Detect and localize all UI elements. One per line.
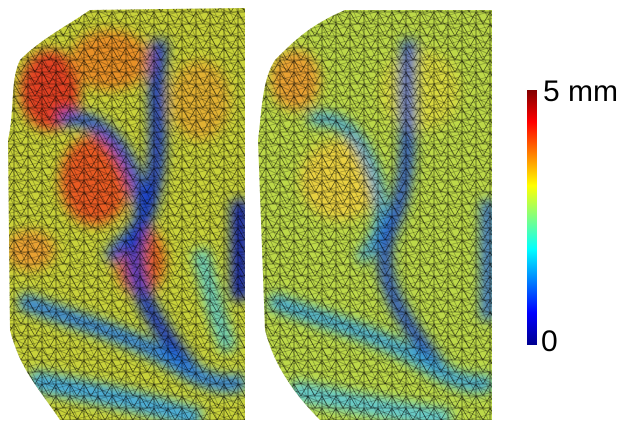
- right-mesh: [250, 0, 500, 426]
- figure: 5 mm 0: [0, 0, 626, 426]
- colorbar-min-label: 0: [541, 325, 558, 358]
- colorbar-max-label: 5 mm: [543, 75, 618, 108]
- colorbar: [527, 90, 537, 345]
- left-mesh: [0, 0, 250, 426]
